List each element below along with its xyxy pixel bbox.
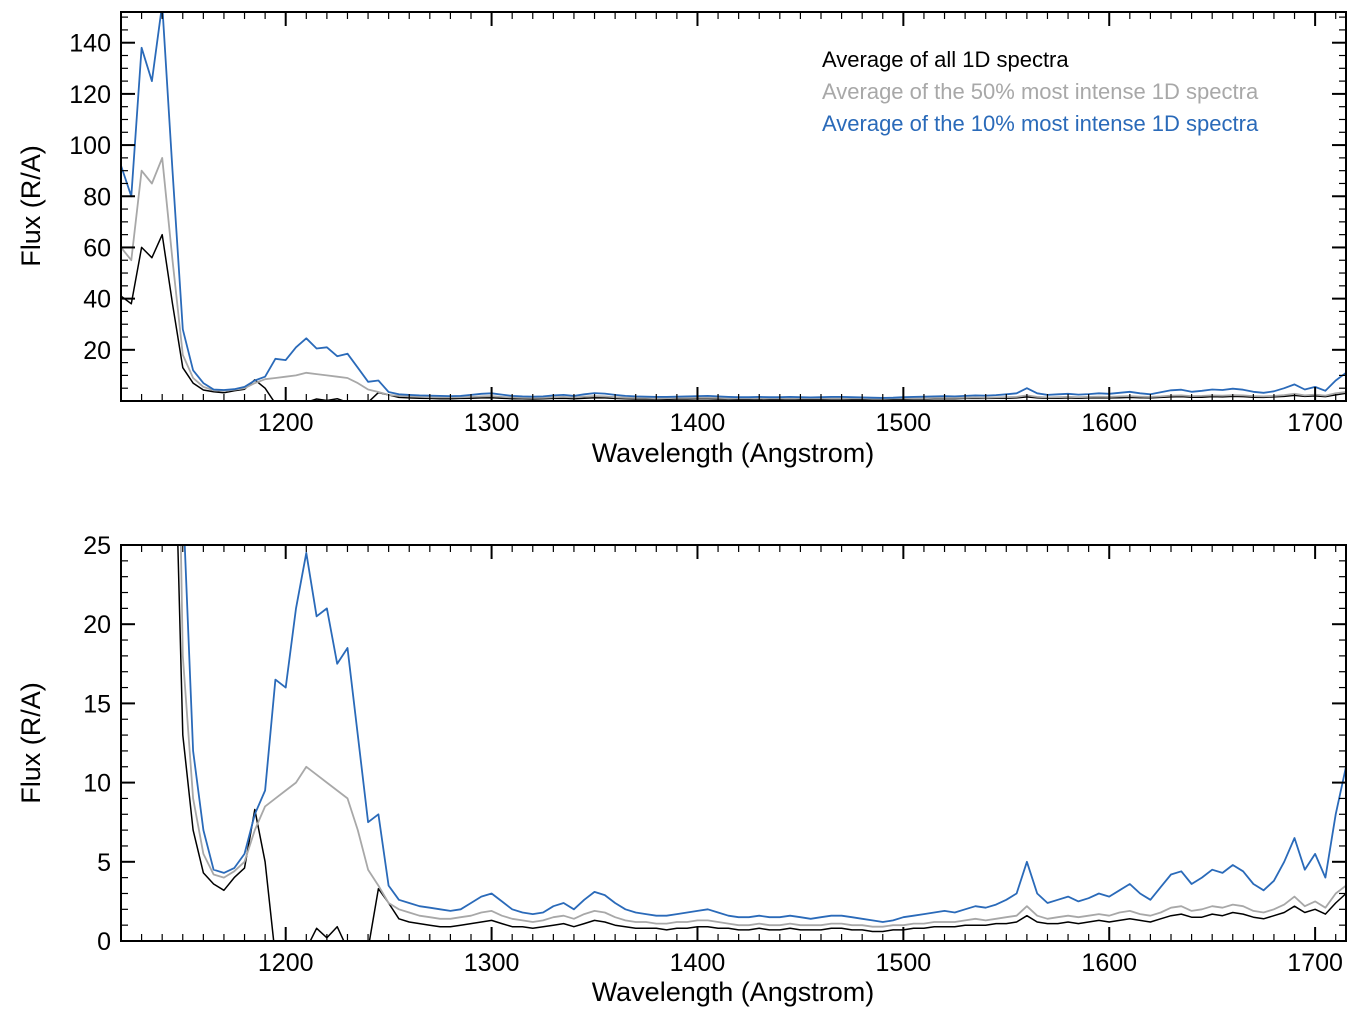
svg-text:60: 60 xyxy=(83,234,111,262)
svg-text:100: 100 xyxy=(69,132,111,160)
svg-text:20: 20 xyxy=(83,611,111,639)
svg-text:5: 5 xyxy=(97,849,111,877)
svg-text:1600: 1600 xyxy=(1081,949,1137,977)
svg-text:0: 0 xyxy=(97,928,111,956)
svg-text:1300: 1300 xyxy=(464,949,520,977)
svg-text:1500: 1500 xyxy=(876,409,932,437)
svg-text:1700: 1700 xyxy=(1287,409,1343,437)
svg-text:1500: 1500 xyxy=(876,949,932,977)
svg-text:80: 80 xyxy=(83,183,111,211)
top-spectrum-chart: 1200 1300 1400 1500 1600 1700 20 40 60 80 100 120 14… xyxy=(69,11,1347,437)
svg-text:1300: 1300 xyxy=(464,409,520,437)
top-xaxis-title: Wavelength (Angstrom) xyxy=(591,438,875,468)
svg-text:1400: 1400 xyxy=(670,409,726,437)
legend-item-all-spectra: Average of all 1D spectra xyxy=(822,47,1069,72)
svg-text:120: 120 xyxy=(69,81,111,109)
legend-item-10-percent: Average of the 10% most intense 1D spect… xyxy=(822,111,1259,136)
bottom-spectrum-chart: 1200 1300 1400 1500 1600 1700 0 5 10 15 20 25 xyxy=(83,532,1347,977)
svg-text:40: 40 xyxy=(83,286,111,314)
svg-text:140: 140 xyxy=(69,30,111,58)
legend-item-50-percent: Average of the 50% most intense 1D spect… xyxy=(822,79,1259,104)
svg-text:1400: 1400 xyxy=(670,949,726,977)
svg-text:1600: 1600 xyxy=(1081,409,1137,437)
legend: Average of all 1D spectra Average of the… xyxy=(822,44,1258,140)
svg-text:20: 20 xyxy=(83,337,111,365)
bottom-yaxis-title: Flux (R/A) xyxy=(16,682,46,804)
svg-text:1700: 1700 xyxy=(1287,949,1343,977)
svg-text:25: 25 xyxy=(83,532,111,560)
bottom-xaxis-title: Wavelength (Angstrom) xyxy=(591,977,875,1007)
svg-text:1200: 1200 xyxy=(258,949,314,977)
top-yaxis-title: Flux (R/A) xyxy=(16,145,46,267)
svg-text:1200: 1200 xyxy=(258,409,314,437)
svg-text:15: 15 xyxy=(83,690,111,718)
svg-text:10: 10 xyxy=(83,770,111,798)
